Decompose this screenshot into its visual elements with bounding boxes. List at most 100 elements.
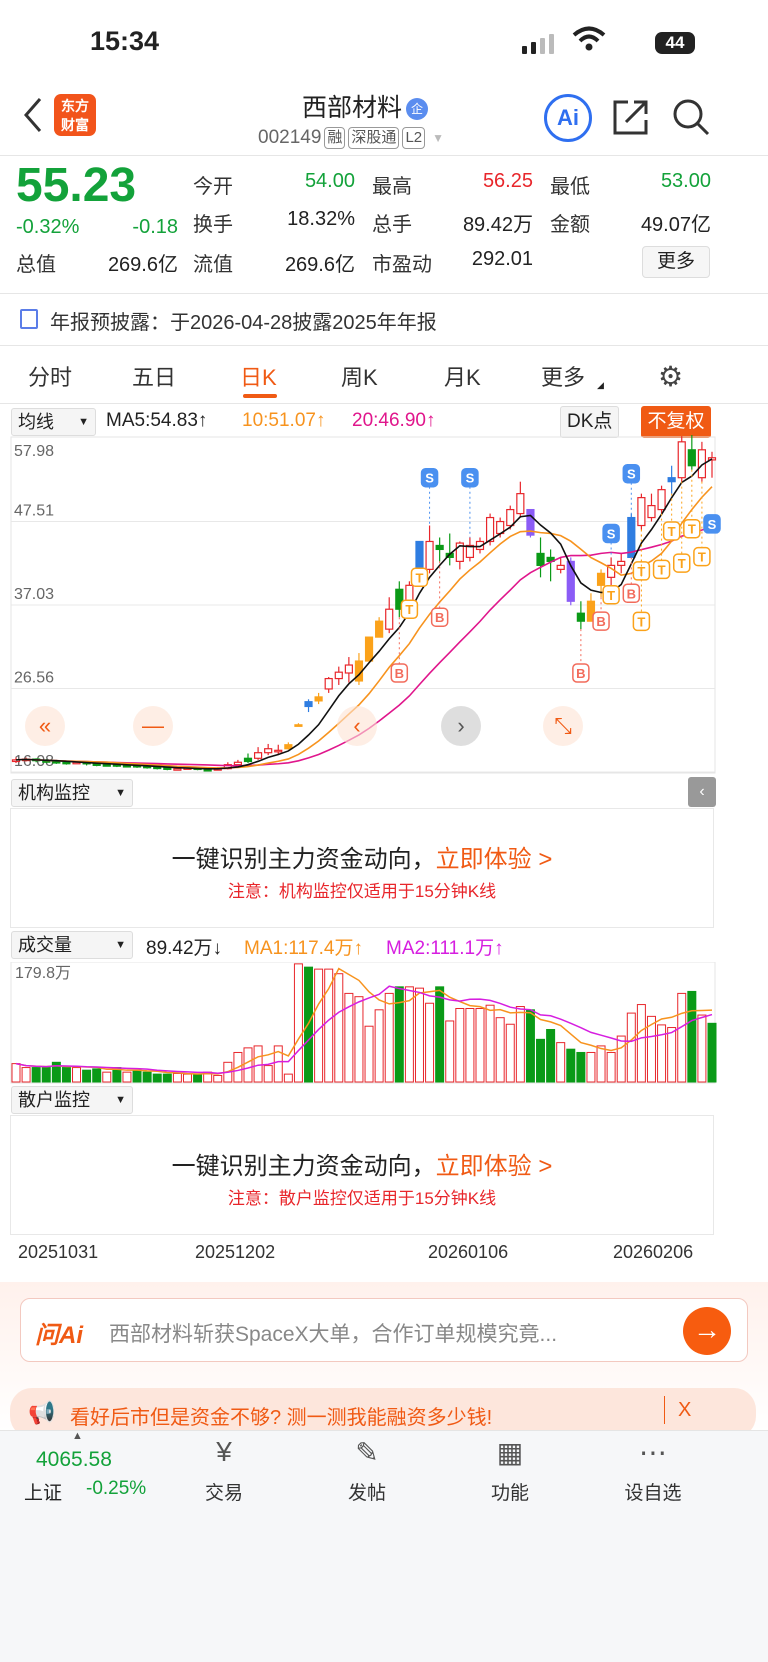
date-label: 20251202 xyxy=(195,1242,276,1262)
tab-monthly-k[interactable]: 月K xyxy=(444,365,481,390)
zoom-out-button[interactable]: — xyxy=(133,706,173,746)
volume-bar xyxy=(566,1048,576,1083)
index-value[interactable]: 4065.58 xyxy=(36,1448,112,1471)
signal-label: T xyxy=(416,570,424,585)
quote-value: 53.00 xyxy=(660,170,711,192)
tab-intraday[interactable]: 分时 xyxy=(28,365,73,390)
search-icon[interactable] xyxy=(672,98,710,141)
scroll-right-button[interactable]: › xyxy=(441,706,481,746)
ai-button[interactable]: Ai xyxy=(544,94,592,142)
up-triangle-icon: ▲ xyxy=(72,1430,83,1442)
try-now-link[interactable]: 立即体验 > xyxy=(435,846,553,873)
scroll-left-fast-button[interactable]: « xyxy=(25,706,65,746)
no-adjust-button[interactable]: 不复权 xyxy=(641,406,711,438)
tab-functions[interactable]: 功能 xyxy=(490,1483,529,1504)
tab-add-watchlist[interactable]: 设自选 xyxy=(624,1483,682,1504)
functions-icon[interactable]: ▦ xyxy=(496,1437,524,1468)
tab-more[interactable]: 更多 xyxy=(541,365,586,390)
promo-note: 注意：机构监控仅适用于15分钟K线 xyxy=(227,882,497,901)
volume-bar xyxy=(636,1004,646,1083)
signal-label: T xyxy=(688,522,696,537)
y-tick-label: 37.03 xyxy=(14,586,54,603)
expand-icon[interactable]: ⤡ xyxy=(543,706,583,746)
volume-select[interactable]: 成交量 ▼ xyxy=(11,931,133,959)
signal-label: T xyxy=(405,602,413,617)
volume-bar xyxy=(475,1007,485,1083)
volume-bar xyxy=(485,1004,495,1083)
more-button[interactable]: 更多 xyxy=(642,246,710,278)
volume-ma2-line xyxy=(15,985,713,1074)
scroll-left-button[interactable]: ‹ xyxy=(337,706,377,746)
chart-frame xyxy=(10,962,716,1084)
divider xyxy=(664,1396,665,1424)
volume-bar xyxy=(213,1074,223,1083)
candle xyxy=(304,701,313,708)
candle xyxy=(173,768,182,771)
post-icon[interactable]: ✎ xyxy=(355,1437,379,1468)
quote-label: 最低 xyxy=(550,176,590,198)
tab-post[interactable]: 发帖 xyxy=(347,1483,386,1504)
tab-daily-k[interactable]: 日K xyxy=(240,365,277,390)
candle xyxy=(566,560,575,602)
try-now-link[interactable]: 立即体验 > xyxy=(435,1153,553,1180)
ad-banner[interactable]: 📢 看好后市但是资金不够? 测一测我能融资多少钱! X xyxy=(10,1388,756,1438)
candle xyxy=(364,636,374,662)
collapse-button[interactable]: ‹ xyxy=(688,777,716,807)
volume-chart[interactable]: 179.8万 xyxy=(0,962,768,1084)
volume-bar xyxy=(243,1047,253,1083)
close-icon[interactable]: X xyxy=(678,1399,692,1421)
signal-marker-T xyxy=(652,559,671,580)
volume-bar xyxy=(193,1073,203,1083)
volume-bar xyxy=(697,1014,707,1083)
divider xyxy=(0,403,768,404)
signal-marker-S xyxy=(622,463,641,484)
institution-monitor-select[interactable]: 机构监控 ▼ xyxy=(11,779,133,807)
retail-monitor-select[interactable]: 散户监控 ▼ xyxy=(11,1086,133,1114)
tab-trade[interactable]: 交易 xyxy=(204,1483,243,1504)
volume-bar xyxy=(31,1067,41,1083)
signal-marker-T xyxy=(400,599,419,619)
candle xyxy=(284,744,293,750)
retail-monitor-panel[interactable]: 一键识别主力资金动向，立即体验 > 注意：散户监控仅适用于15分钟K线 xyxy=(10,1115,714,1235)
volume-value: 89.42万↓ xyxy=(146,938,223,959)
ma10-value: 10:51.07↑ xyxy=(242,410,326,431)
share-icon[interactable] xyxy=(612,98,650,141)
index-pct: -0.25% xyxy=(86,1478,147,1499)
candle xyxy=(294,724,303,727)
volume-bar xyxy=(677,992,687,1083)
annual-report-notice[interactable]: 年报预披露：于2026-04-28披露2025年年报 xyxy=(50,312,437,334)
volume-bar xyxy=(536,1038,546,1083)
back-button[interactable] xyxy=(22,96,44,139)
candle xyxy=(637,497,646,527)
candle xyxy=(475,540,485,551)
index-name[interactable]: 上证 xyxy=(24,1483,63,1504)
volume-bar xyxy=(556,1042,566,1083)
volume-bar xyxy=(525,1009,535,1083)
signal-marker-S xyxy=(461,467,479,488)
volume-bar xyxy=(172,1072,182,1083)
signal-marker-B xyxy=(592,611,610,631)
candle xyxy=(526,508,535,536)
trade-icon[interactable]: ¥ xyxy=(216,1436,232,1467)
arrow-right-icon[interactable]: → xyxy=(683,1307,731,1355)
more-circle-icon[interactable]: ⋯ xyxy=(639,1437,667,1468)
indicator-select[interactable]: 均线 ▼ xyxy=(11,408,96,436)
volume-bar xyxy=(495,1017,505,1083)
volume-bar xyxy=(364,1025,374,1083)
tab-weekly-k[interactable]: 周K xyxy=(341,365,378,390)
volume-bar xyxy=(586,1051,596,1083)
ai-brand: 问Ai xyxy=(35,1322,83,1349)
dk-point-button[interactable]: DK点 xyxy=(560,406,620,438)
signal-label: S xyxy=(466,471,475,486)
settings-gear-icon[interactable]: ⚙ xyxy=(658,361,684,392)
candle xyxy=(516,493,525,515)
volume-bar xyxy=(414,987,424,1083)
candle xyxy=(576,612,585,622)
tab-5day[interactable]: 五日 xyxy=(132,365,177,390)
quote-value: 49.07亿 xyxy=(640,214,711,236)
stock-code-row[interactable]: 002149 融 深股通 L2 ▼ xyxy=(258,127,444,149)
institution-monitor-panel[interactable]: 一键识别主力资金动向，立即体验 > 注意：机构监控仅适用于15分钟K线 xyxy=(10,808,714,928)
ai-question-input[interactable]: 问Ai 西部材料斩获SpaceX大单，合作订单规模究竟... → xyxy=(20,1298,748,1362)
candle xyxy=(425,540,434,570)
